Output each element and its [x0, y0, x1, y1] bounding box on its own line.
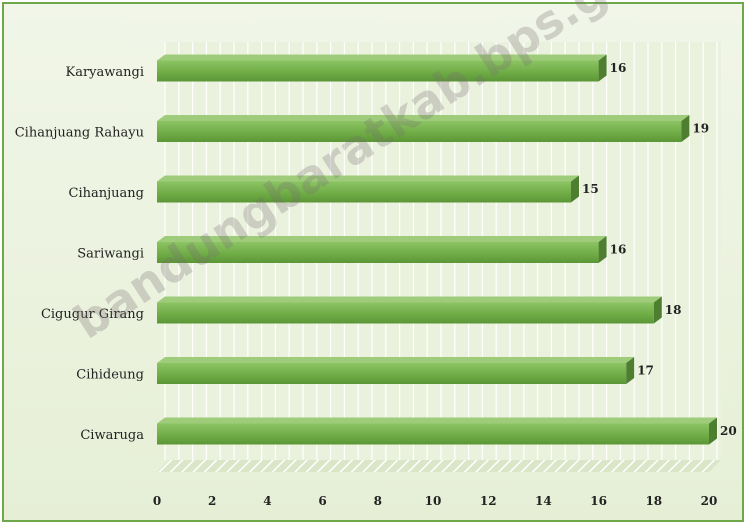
- x-tick-label: 6: [318, 494, 326, 508]
- bar-top-face: [157, 175, 579, 182]
- category-label: Cihideung: [76, 368, 144, 383]
- bar: [157, 60, 599, 82]
- bar-end-face: [571, 175, 579, 203]
- data-label: 20: [720, 424, 737, 438]
- x-axis-ticks: 0 2 4 6 8 10 12 14 16 18 20: [153, 494, 718, 508]
- bar-top-face: [157, 417, 717, 424]
- x-tick-label: 4: [263, 494, 271, 508]
- x-tick-label: 20: [701, 494, 718, 508]
- data-label: 19: [692, 122, 709, 136]
- bar-end-face: [598, 54, 607, 82]
- bar-end-face: [681, 115, 690, 142]
- category-label: Karyawangi: [65, 65, 144, 80]
- category-label: Cihanjuang: [69, 186, 144, 201]
- data-label: 17: [637, 364, 654, 378]
- data-label: 15: [582, 182, 599, 196]
- bar-end-face: [653, 296, 662, 324]
- data-label: 18: [665, 303, 682, 317]
- bar: [157, 242, 599, 263]
- bar-top-face: [157, 115, 690, 121]
- category-label: Sariwangi: [77, 247, 144, 262]
- bar-top-face: [157, 357, 635, 363]
- data-labels: 16 19 15 16 18 17 20: [582, 61, 737, 438]
- category-label: Ciwaruga: [80, 428, 144, 443]
- x-tick-label: 14: [535, 494, 552, 508]
- bar-end-face: [598, 236, 607, 263]
- x-tick-label: 18: [645, 494, 662, 508]
- category-labels: Karyawangi Cihanjuang Rahayu Cihanjuang Sar…: [15, 65, 145, 443]
- category-label: Cigugur Girang: [41, 307, 144, 322]
- bar-top-face: [157, 54, 607, 61]
- bar-top-face: [157, 296, 662, 303]
- bar: [157, 363, 627, 384]
- bar: [157, 121, 682, 142]
- bar: [157, 181, 571, 203]
- bar: [157, 423, 709, 445]
- bar-chart: Karyawangi Cihanjuang Rahayu Cihanjuang Sar…: [15, 42, 737, 508]
- bar: [157, 302, 654, 324]
- x-tick-label: 16: [590, 494, 607, 508]
- bar-end-face: [626, 357, 635, 384]
- data-label: 16: [610, 243, 627, 257]
- x-tick-label: 0: [153, 494, 161, 508]
- x-tick-label: 12: [480, 494, 497, 508]
- x-tick-label: 10: [425, 494, 442, 508]
- x-tick-label: 8: [374, 494, 382, 508]
- floor-hatch: [157, 460, 721, 472]
- data-label: 16: [610, 61, 627, 75]
- bar-top-face: [157, 236, 607, 242]
- bar-end-face: [709, 417, 717, 445]
- x-tick-label: 2: [208, 494, 216, 508]
- category-label: Cihanjuang Rahayu: [15, 126, 144, 141]
- bars: [157, 54, 717, 445]
